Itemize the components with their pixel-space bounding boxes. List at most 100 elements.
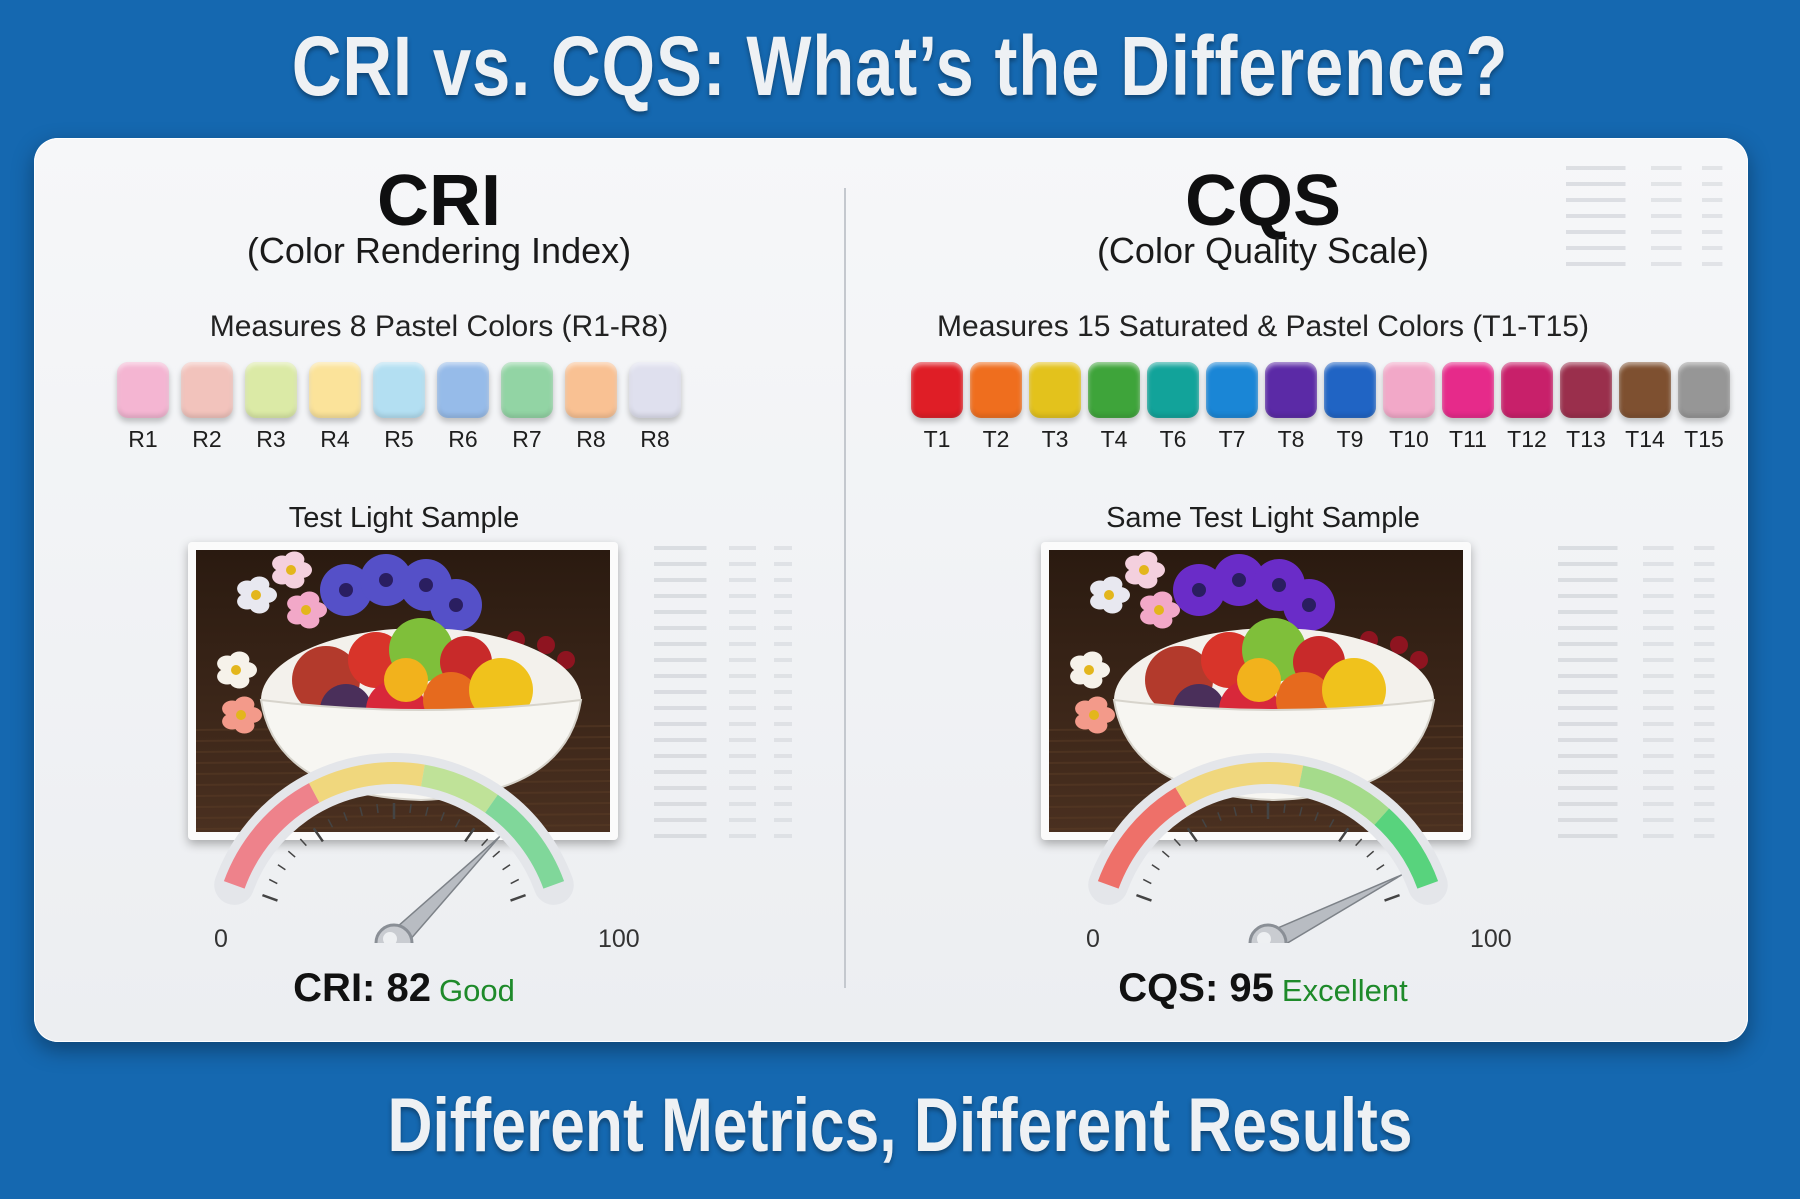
swatch-chip bbox=[1206, 362, 1258, 418]
color-swatch: T15 bbox=[1678, 362, 1730, 453]
color-swatch: R8 bbox=[565, 362, 617, 453]
swatch-label: R8 bbox=[576, 426, 606, 452]
cri-score: CRI: 82 Good bbox=[0, 966, 809, 1011]
swatch-label: T2 bbox=[982, 426, 1010, 452]
swatch-chip bbox=[629, 362, 681, 418]
swatch-chip bbox=[309, 362, 361, 418]
cqs-gauge bbox=[1088, 753, 1448, 943]
swatch-label: T1 bbox=[923, 426, 951, 452]
swatch-label: T6 bbox=[1159, 426, 1187, 452]
cqs-gauge-min: 0 bbox=[1086, 925, 1100, 953]
swatch-label: T12 bbox=[1507, 426, 1547, 452]
faint-data-table bbox=[1566, 166, 1723, 266]
cri-measures-text: Measures 8 Pastel Colors (R1-R8) bbox=[209, 310, 669, 343]
cri-rating: Good bbox=[438, 973, 515, 1008]
swatch-label: T7 bbox=[1218, 426, 1246, 452]
cqs-subtitle: (Color Quality Scale) bbox=[1096, 230, 1430, 271]
swatch-label: R6 bbox=[448, 426, 478, 452]
color-swatch: R3 bbox=[245, 362, 297, 453]
swatch-chip bbox=[1678, 362, 1730, 418]
swatch-chip bbox=[1029, 362, 1081, 418]
cqs-gauge-max: 100 bbox=[1470, 925, 1512, 953]
color-swatch: T14 bbox=[1619, 362, 1671, 453]
color-swatch: R5 bbox=[373, 362, 425, 453]
swatch-label: T3 bbox=[1041, 426, 1069, 452]
swatch-label: R5 bbox=[384, 426, 414, 452]
swatch-chip bbox=[970, 362, 1022, 418]
cri-score-value: CRI: 82 bbox=[293, 966, 431, 1010]
footer-headline: Different Metrics, Different Results bbox=[387, 1083, 1413, 1168]
swatch-chip bbox=[437, 362, 489, 418]
swatch-chip bbox=[181, 362, 233, 418]
color-swatch: T4 bbox=[1088, 362, 1140, 453]
cqs-swatch-row: T1 T2 T3 T4 T6 T7 T8 T9 T10 T11 T12 T13 T14 T15 bbox=[911, 362, 1730, 453]
swatch-chip bbox=[501, 362, 553, 418]
color-swatch: T6 bbox=[1147, 362, 1199, 453]
cqs-score-value: CQS: 95 bbox=[1118, 966, 1274, 1010]
color-swatch: T1 bbox=[911, 362, 963, 453]
swatch-label: T14 bbox=[1625, 426, 1665, 452]
faint-data-table bbox=[654, 546, 792, 838]
color-swatch: T10 bbox=[1383, 362, 1435, 453]
color-swatch: T2 bbox=[970, 362, 1022, 453]
faint-data-table bbox=[1558, 546, 1715, 838]
cri-title: CRI bbox=[377, 161, 501, 241]
cqs-measures-text: Measures 15 Saturated & Pastel Colors (T… bbox=[937, 310, 1589, 343]
cri-swatch-row: R1 R2 R3 R4 R5 R6 R7 R8 R8 bbox=[117, 362, 681, 453]
swatch-chip bbox=[117, 362, 169, 418]
swatch-label: T9 bbox=[1336, 426, 1364, 452]
color-swatch: T12 bbox=[1501, 362, 1553, 453]
swatch-label: R8 bbox=[640, 426, 670, 452]
cri-gauge bbox=[214, 753, 574, 943]
swatch-chip bbox=[1265, 362, 1317, 418]
cqs-score: CQS: 95 Excellent bbox=[812, 966, 1714, 1011]
cqs-rating: Excellent bbox=[1281, 973, 1408, 1008]
swatch-label: R7 bbox=[512, 426, 542, 452]
swatch-chip bbox=[911, 362, 963, 418]
cri-panel: CRI (Color Rendering Index) Measures 8 P… bbox=[34, 138, 844, 1042]
swatch-label: R1 bbox=[128, 426, 158, 452]
swatch-label: T10 bbox=[1389, 426, 1429, 452]
color-swatch: T8 bbox=[1265, 362, 1317, 453]
color-swatch: T9 bbox=[1324, 362, 1376, 453]
color-swatch: T13 bbox=[1560, 362, 1612, 453]
swatch-chip bbox=[373, 362, 425, 418]
color-swatch: R2 bbox=[181, 362, 233, 453]
cqs-panel: CQS (Color Quality Scale) Measures 15 Sa… bbox=[846, 138, 1748, 1042]
panel-divider bbox=[844, 188, 846, 988]
cri-gauge-min: 0 bbox=[214, 925, 228, 953]
swatch-label: T15 bbox=[1684, 426, 1724, 452]
swatch-chip bbox=[1501, 362, 1553, 418]
comparison-card: CRI (Color Rendering Index) Measures 8 P… bbox=[34, 138, 1748, 1042]
swatch-label: T11 bbox=[1449, 426, 1487, 452]
cqs-title: CQS bbox=[1184, 161, 1342, 241]
color-swatch: T7 bbox=[1206, 362, 1258, 453]
swatch-label: T4 bbox=[1100, 426, 1128, 452]
color-swatch: R1 bbox=[117, 362, 169, 453]
cri-gauge-max: 100 bbox=[598, 925, 640, 953]
swatch-chip bbox=[1088, 362, 1140, 418]
color-swatch: R8 bbox=[629, 362, 681, 453]
cri-subtitle: (Color Rendering Index) bbox=[246, 230, 632, 271]
swatch-chip bbox=[1324, 362, 1376, 418]
swatch-label: T13 bbox=[1566, 426, 1606, 452]
swatch-chip bbox=[245, 362, 297, 418]
swatch-chip bbox=[1383, 362, 1435, 418]
color-swatch: T11 bbox=[1442, 362, 1494, 453]
color-swatch: R7 bbox=[501, 362, 553, 453]
swatch-label: R2 bbox=[192, 426, 222, 452]
color-swatch: R6 bbox=[437, 362, 489, 453]
swatch-chip bbox=[1560, 362, 1612, 418]
swatch-chip bbox=[1442, 362, 1494, 418]
cqs-sample-title: Same Test Light Sample bbox=[1106, 502, 1420, 534]
color-swatch: T3 bbox=[1029, 362, 1081, 453]
swatch-chip bbox=[565, 362, 617, 418]
swatch-label: R3 bbox=[256, 426, 286, 452]
swatch-label: T8 bbox=[1277, 426, 1305, 452]
swatch-label: R4 bbox=[320, 426, 350, 452]
color-swatch: R4 bbox=[309, 362, 361, 453]
fruit-bowl-image bbox=[196, 550, 610, 832]
swatch-chip bbox=[1619, 362, 1671, 418]
headline: CRI vs. CQS: What’s the Difference? bbox=[291, 19, 1509, 113]
swatch-chip bbox=[1147, 362, 1199, 418]
